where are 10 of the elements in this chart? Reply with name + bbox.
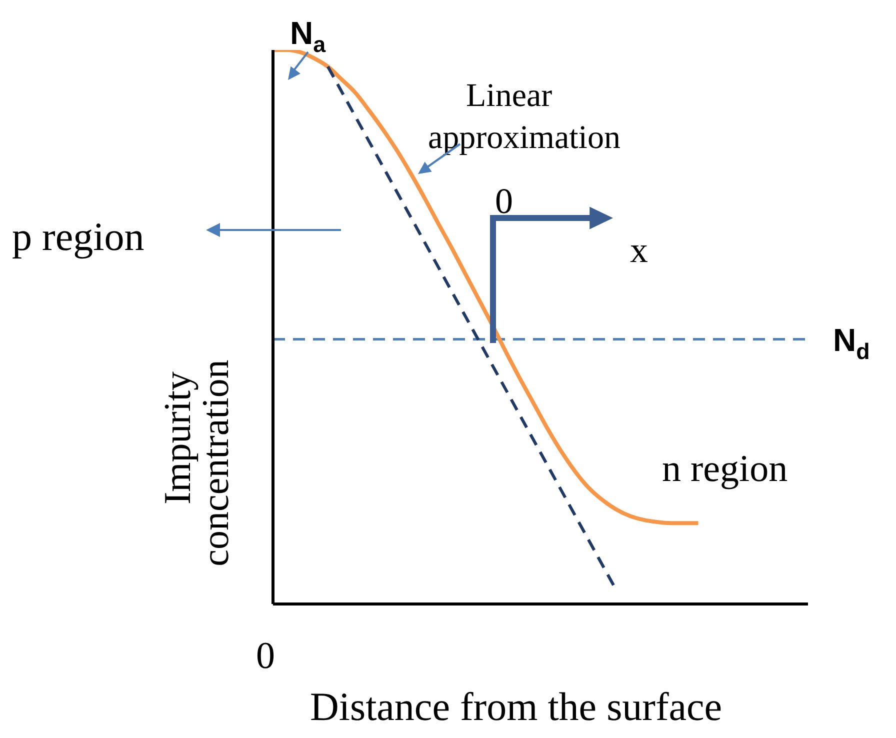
annotation: 0 [495,181,513,221]
text: p region [12,214,144,259]
annotation: N$_{a}$ [290,15,326,57]
ref-line-label: N$_{d}$ [833,322,870,364]
annotation: x [630,230,648,270]
text: 0 [256,635,275,677]
annotation: Linear approximation [428,78,620,156]
annotation: n region [662,448,788,490]
y-axis-title: Impurity concentration [157,360,237,566]
x-axis-title: Distance from the surface [310,684,722,729]
